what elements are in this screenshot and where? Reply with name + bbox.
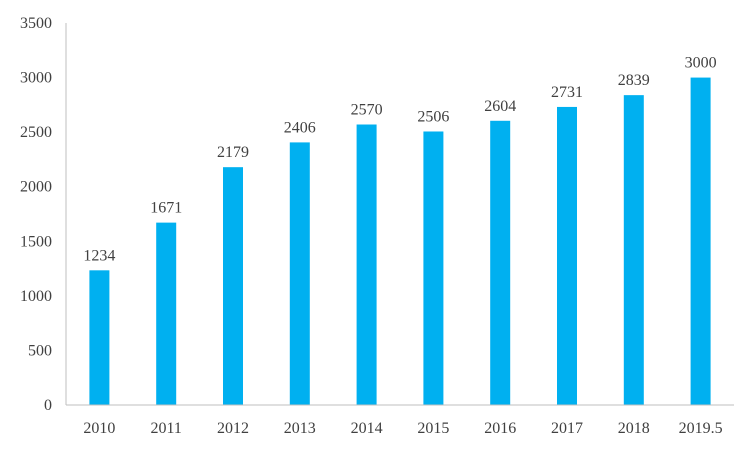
x-tick-label: 2013 bbox=[284, 420, 316, 437]
x-tick-label: 2018 bbox=[618, 420, 650, 437]
x-tick-label: 2016 bbox=[484, 420, 516, 437]
y-tick-label: 2500 bbox=[20, 124, 52, 141]
bar-2010 bbox=[89, 270, 110, 405]
x-tick-label: 2019.5 bbox=[679, 420, 723, 437]
bar-2017 bbox=[557, 106, 577, 406]
bar-value-label: 1671 bbox=[150, 200, 182, 217]
bar-data-labels: 1234 1671 2179 2406 2570 2506 2604 2731 2839 3000 bbox=[83, 55, 716, 265]
x-tick-label: 2014 bbox=[351, 420, 383, 437]
y-tick-label: 2000 bbox=[20, 179, 52, 196]
y-tick-label: 1000 bbox=[20, 288, 52, 305]
bar-2015 bbox=[423, 131, 444, 405]
bar-2019.5 bbox=[690, 77, 711, 406]
bar-value-label: 2570 bbox=[351, 102, 383, 119]
y-tick-label: 500 bbox=[28, 342, 52, 359]
bar-series bbox=[89, 77, 711, 406]
bar-value-label: 2731 bbox=[551, 84, 583, 101]
x-tick-label: 2010 bbox=[83, 420, 115, 437]
bar-value-label: 2406 bbox=[284, 119, 316, 136]
bar-2016 bbox=[490, 120, 511, 406]
y-tick-label: 3500 bbox=[20, 15, 52, 32]
x-tick-label: 2011 bbox=[150, 420, 181, 437]
x-tick-label: 2017 bbox=[551, 420, 583, 437]
y-axis-tick-labels: 0 500 1000 1500 2000 2500 3000 3500 bbox=[20, 15, 52, 414]
bar-value-label: 2839 bbox=[618, 72, 650, 89]
bar-2012 bbox=[223, 167, 243, 405]
bar-value-label: 3000 bbox=[685, 55, 717, 72]
y-tick-label: 0 bbox=[44, 397, 52, 414]
x-axis-tick-labels: 2010 2011 2012 2013 2014 2015 2016 2017 2018 2019… bbox=[83, 420, 722, 437]
bar-value-label: 2506 bbox=[417, 108, 449, 125]
y-tick-label: 3000 bbox=[20, 70, 52, 87]
x-tick-label: 2015 bbox=[417, 420, 449, 437]
bar-value-label: 1234 bbox=[83, 247, 115, 264]
bar-2014 bbox=[356, 124, 377, 405]
bar-2013 bbox=[289, 142, 310, 405]
bar-2011 bbox=[156, 222, 177, 405]
bar-value-label: 2604 bbox=[484, 98, 516, 115]
bar-2018 bbox=[623, 95, 644, 405]
y-tick-label: 1500 bbox=[20, 233, 52, 250]
bar-value-label: 2179 bbox=[217, 144, 249, 161]
x-tick-label: 2012 bbox=[217, 420, 249, 437]
